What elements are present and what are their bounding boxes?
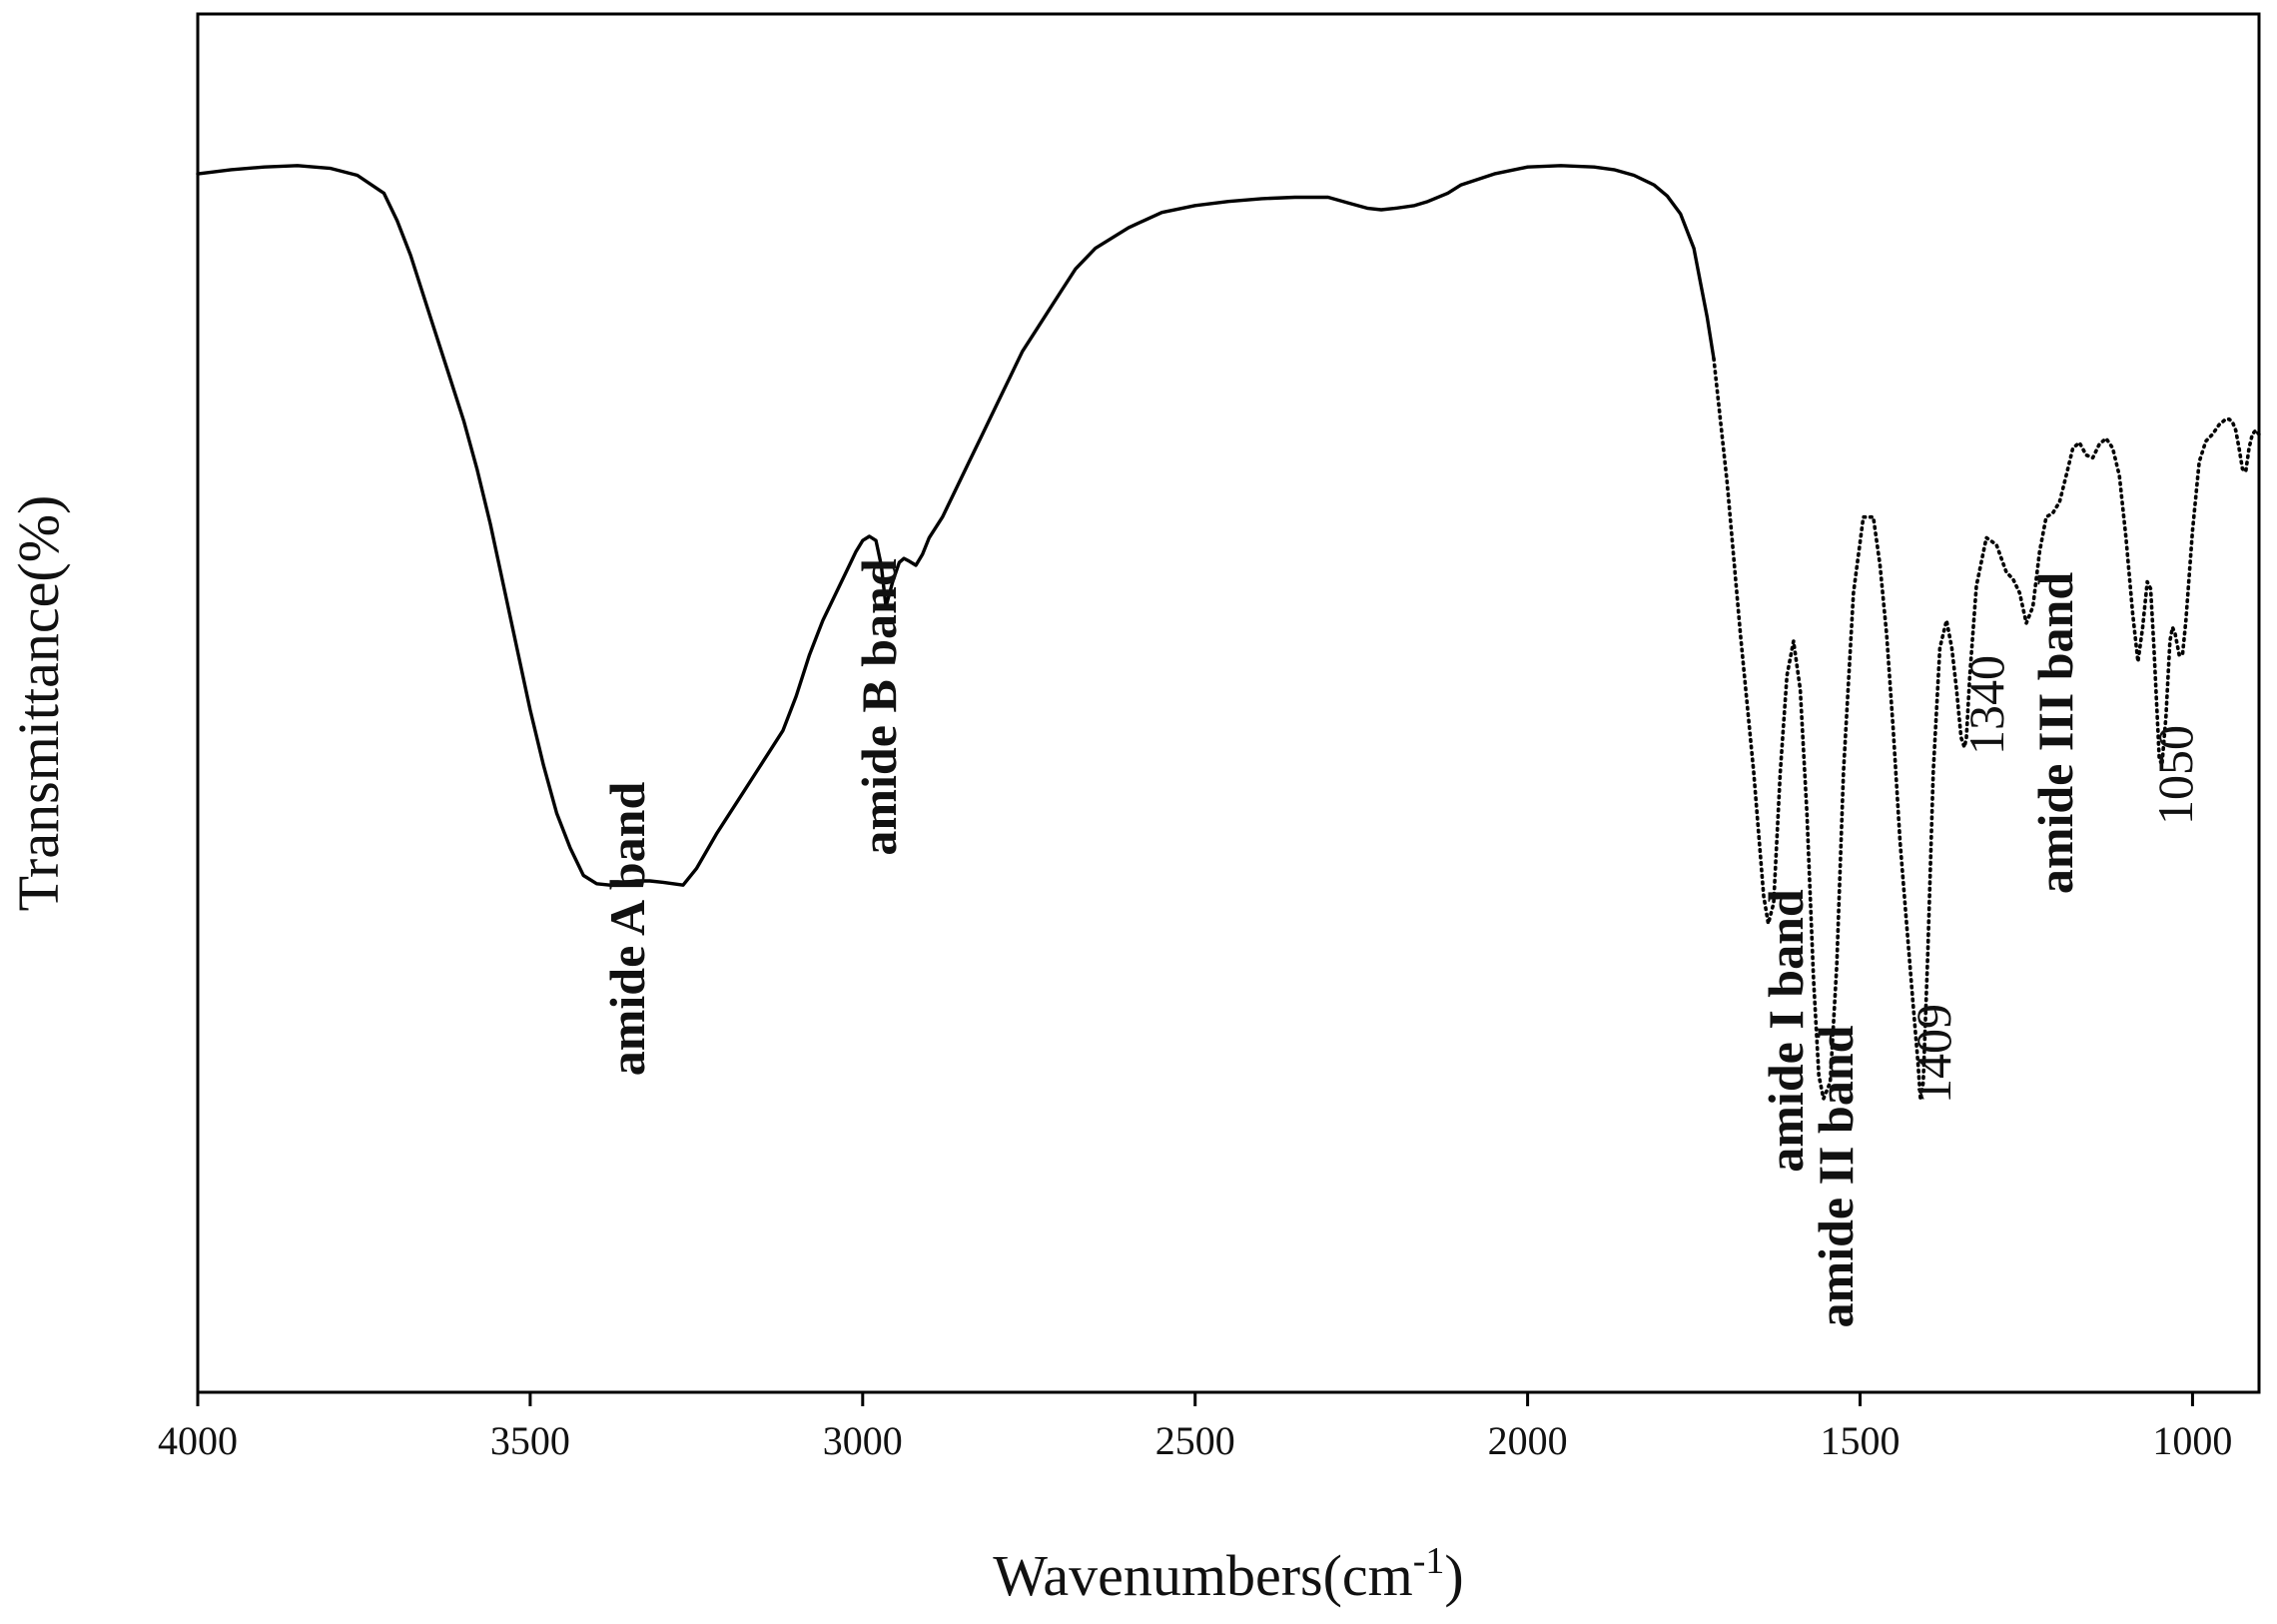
peak-label: 1340 [1958, 655, 2014, 755]
peak-label: amide A band [599, 782, 655, 1077]
x-axis-title-main: Wavenumbers(cm [993, 1543, 1413, 1608]
peak-label: amide I band [1758, 889, 1814, 1173]
peak-label: 1050 [2147, 725, 2203, 825]
peak-label: 1409 [1905, 1004, 1961, 1104]
peak-label: amide III band [2027, 572, 2083, 895]
x-tick-label: 3500 [490, 1418, 570, 1463]
x-axis-title: Wavenumbers(cm-1) [993, 1540, 1463, 1608]
spectrum-line-segment-1 [196, 164, 1716, 887]
plot-area [196, 164, 2261, 1103]
peak-label: amide II band [1808, 1025, 1864, 1327]
x-tick-label: 2000 [1488, 1418, 1568, 1463]
x-tick-label: 2500 [1155, 1418, 1235, 1463]
x-tick-label: 1500 [1821, 1418, 1900, 1463]
x-tick-label: 1000 [2152, 1418, 2232, 1463]
x-tick-label: 4000 [158, 1418, 238, 1463]
x-axis-title-superscript: -1 [1413, 1540, 1445, 1582]
plot-frame [196, 12, 2261, 1394]
x-axis-ticks: 4000 3500 3000 2500 2000 1500 1000 [158, 1392, 2232, 1463]
peak-label: amide B band [851, 558, 907, 856]
spectrum-line-segment-2 [1712, 357, 2261, 1103]
y-axis-title: Transmittance(%) [6, 495, 71, 912]
x-tick-label: 3000 [823, 1418, 903, 1463]
x-axis-title-suffix: ) [1444, 1543, 1463, 1608]
